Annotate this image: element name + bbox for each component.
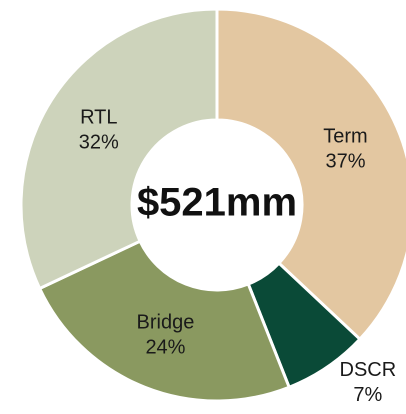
slice-label: DSCR <box>340 359 397 381</box>
slice-value-label: 7% <box>353 384 382 406</box>
slice-value-label: 24% <box>145 336 185 358</box>
donut <box>19 7 406 403</box>
slice-value-label: 32% <box>79 131 119 153</box>
center-label: $521mm <box>137 181 297 225</box>
slice <box>37 239 292 403</box>
slice-label: Bridge <box>137 311 195 333</box>
slice <box>215 7 406 342</box>
slice-label: Term <box>323 126 367 148</box>
slice-label: RTL <box>80 106 117 128</box>
slice <box>19 7 219 291</box>
slice-value-label: 37% <box>325 151 365 173</box>
